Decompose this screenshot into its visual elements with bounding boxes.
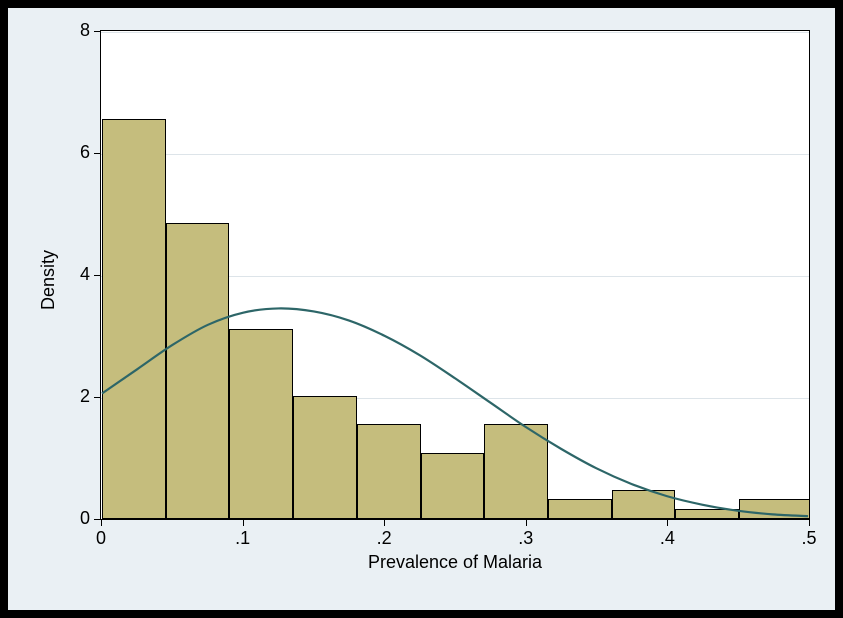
chart-background: Prevalence of Malaria Density 0 .1 .2 .3 .4.… xyxy=(8,8,835,610)
x-tick-mark xyxy=(384,520,385,526)
x-tick-label: .2 xyxy=(364,528,404,549)
plot-area xyxy=(100,30,810,520)
y-tick-label: 0 xyxy=(80,508,90,529)
y-tick-mark xyxy=(94,275,100,276)
x-tick-mark xyxy=(101,520,102,526)
x-tick-label: .4 xyxy=(647,528,687,549)
y-tick-mark xyxy=(94,31,100,32)
x-axis-label: Prevalence of Malaria xyxy=(100,552,810,573)
density-curve xyxy=(101,31,809,519)
x-tick-label: .3 xyxy=(506,528,546,549)
y-tick-label: 4 xyxy=(80,264,90,285)
y-tick-mark xyxy=(94,397,100,398)
y-tick-mark xyxy=(94,153,100,154)
x-tick-label: .1 xyxy=(223,528,263,549)
x-tick-label: 0 xyxy=(81,528,121,549)
y-tick-label: 6 xyxy=(80,142,90,163)
x-tick-mark xyxy=(809,520,810,526)
y-tick-label: 8 xyxy=(80,20,90,41)
chart-outer-frame: Prevalence of Malaria Density 0 .1 .2 .3 .4.… xyxy=(0,0,843,618)
x-tick-mark xyxy=(667,520,668,526)
x-tick-mark xyxy=(526,520,527,526)
y-axis-label: Density xyxy=(38,250,59,310)
x-tick-mark xyxy=(243,520,244,526)
density-curve-path xyxy=(102,308,808,516)
x-tick-label: .5 xyxy=(789,528,829,549)
y-tick-mark xyxy=(94,519,100,520)
y-tick-label: 2 xyxy=(80,386,90,407)
